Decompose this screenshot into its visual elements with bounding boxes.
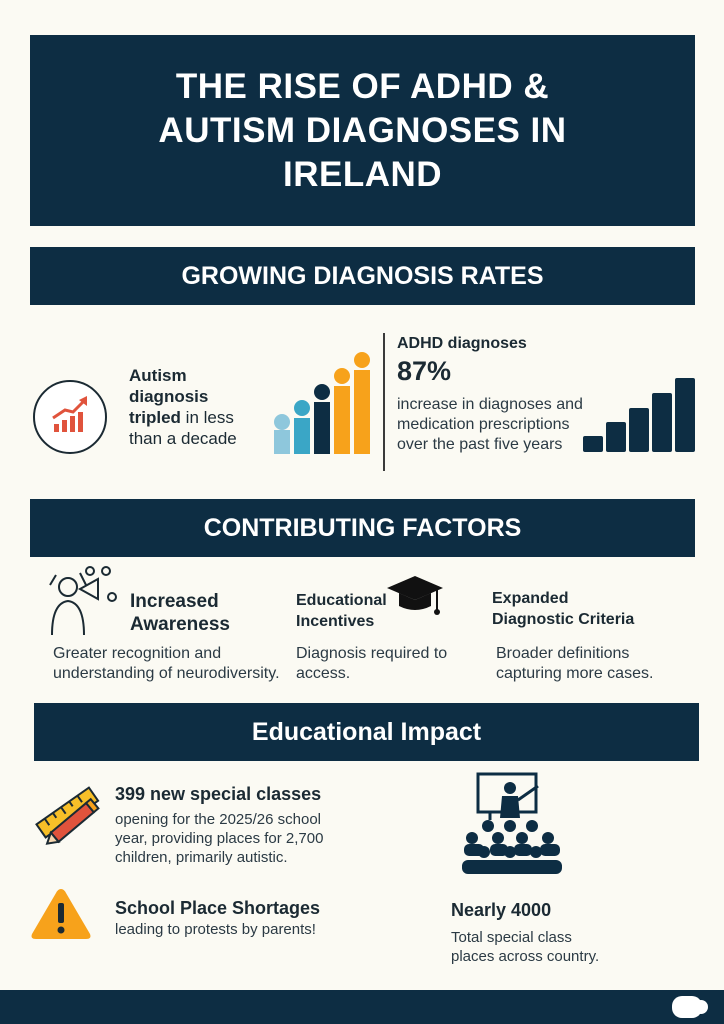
factor-1-title-1: Increased: [130, 591, 219, 612]
warning-icon: [31, 889, 91, 939]
section-header-factors: CONTRIBUTING FACTORS: [30, 499, 695, 557]
classes-desc: opening for the 2025/26 school year, pro…: [115, 810, 323, 867]
classes-desc-3: children, primarily autistic.: [115, 849, 288, 866]
bar-chart-icon: [274, 352, 370, 454]
autism-line1: Autism: [129, 366, 187, 385]
factor-3-desc-2: capturing more cases.: [496, 665, 654, 682]
factor-2-desc-1: Diagnosis required to: [296, 645, 448, 662]
section-title-factors: CONTRIBUTING FACTORS: [203, 513, 522, 542]
autism-line4: than a decade: [129, 429, 237, 448]
page-title: THE RISE OF ADHD & AUTISM DIAGNOSES IN I…: [158, 66, 567, 194]
section-header-growing: GROWING DIAGNOSIS RATES: [30, 247, 695, 305]
adhd-desc-1: increase in diagnoses and: [397, 396, 583, 413]
factor-3-title-1: Expanded: [492, 590, 569, 607]
factor-3-desc-1: Broader definitions: [496, 645, 630, 662]
factor-3-title: Expanded Diagnostic Criteria: [492, 588, 634, 630]
factor-2-title: Educational Incentives: [296, 590, 387, 632]
factor-2-desc-2: access.: [296, 665, 351, 682]
section-title-growing: GROWING DIAGNOSIS RATES: [181, 261, 544, 290]
autism-rest: in less: [180, 408, 234, 427]
logo-icon: [672, 996, 708, 1018]
shortage-desc: leading to protests by parents!: [115, 921, 316, 938]
places-title: Nearly 4000: [451, 900, 552, 920]
places-desc: Total special class places across countr…: [451, 928, 599, 966]
factor-2-desc: Diagnosis required to access.: [296, 644, 447, 684]
title-banner: THE RISE OF ADHD & AUTISM DIAGNOSES IN I…: [30, 35, 695, 226]
awareness-megaphone-icon: [49, 566, 117, 636]
adhd-desc-2: medication prescriptions: [397, 416, 570, 433]
section-header-impact: Educational Impact: [34, 703, 699, 761]
divider: [383, 333, 385, 471]
adhd-value: 87%: [397, 356, 452, 386]
adhd-label: ADHD diagnoses: [397, 335, 527, 352]
autism-tripled: tripled: [129, 408, 181, 427]
footer-bar: [0, 990, 724, 1024]
classes-title: 399 new special classes: [115, 784, 322, 804]
factor-1-desc-2: understanding of neurodiversity.: [53, 665, 280, 682]
factor-1-title-2: Awareness: [130, 614, 230, 635]
places-desc-1: Total special class: [451, 929, 572, 946]
section-title-impact: Educational Impact: [251, 717, 482, 746]
places-desc-2: places across country.: [451, 948, 600, 965]
autism-stat: Autism diagnosis tripled in less than a …: [129, 365, 259, 449]
factor-2-title-2: Incentives: [296, 613, 375, 630]
classes-desc-1: opening for the 2025/26 school: [115, 811, 321, 828]
adhd-description: increase in diagnoses and medication pre…: [397, 395, 583, 455]
factor-1-desc: Greater recognition and understanding of…: [53, 644, 280, 684]
classes-desc-2: year, providing places for 2,700: [115, 830, 324, 847]
chart-growth-icon: [33, 380, 107, 454]
autism-line3: tripled in less: [129, 407, 259, 428]
factor-3-desc: Broader definitions capturing more cases…: [496, 644, 653, 684]
pencil-ruler-icon: [35, 786, 100, 845]
autism-line2: diagnosis: [129, 387, 209, 406]
adhd-desc-3: over the past five years: [397, 436, 563, 453]
factor-3-title-2: Diagnostic Criteria: [492, 611, 635, 628]
teacher-classroom-icon: [462, 772, 562, 874]
stair-bar-icon: [583, 378, 695, 452]
shortage-title: School Place Shortages: [115, 898, 321, 918]
factor-1-title: Increased Awareness: [130, 590, 230, 636]
factor-2-title-1: Educational: [296, 592, 387, 609]
factor-1-desc-1: Greater recognition and: [53, 645, 222, 662]
graduation-cap-icon: [387, 576, 443, 615]
